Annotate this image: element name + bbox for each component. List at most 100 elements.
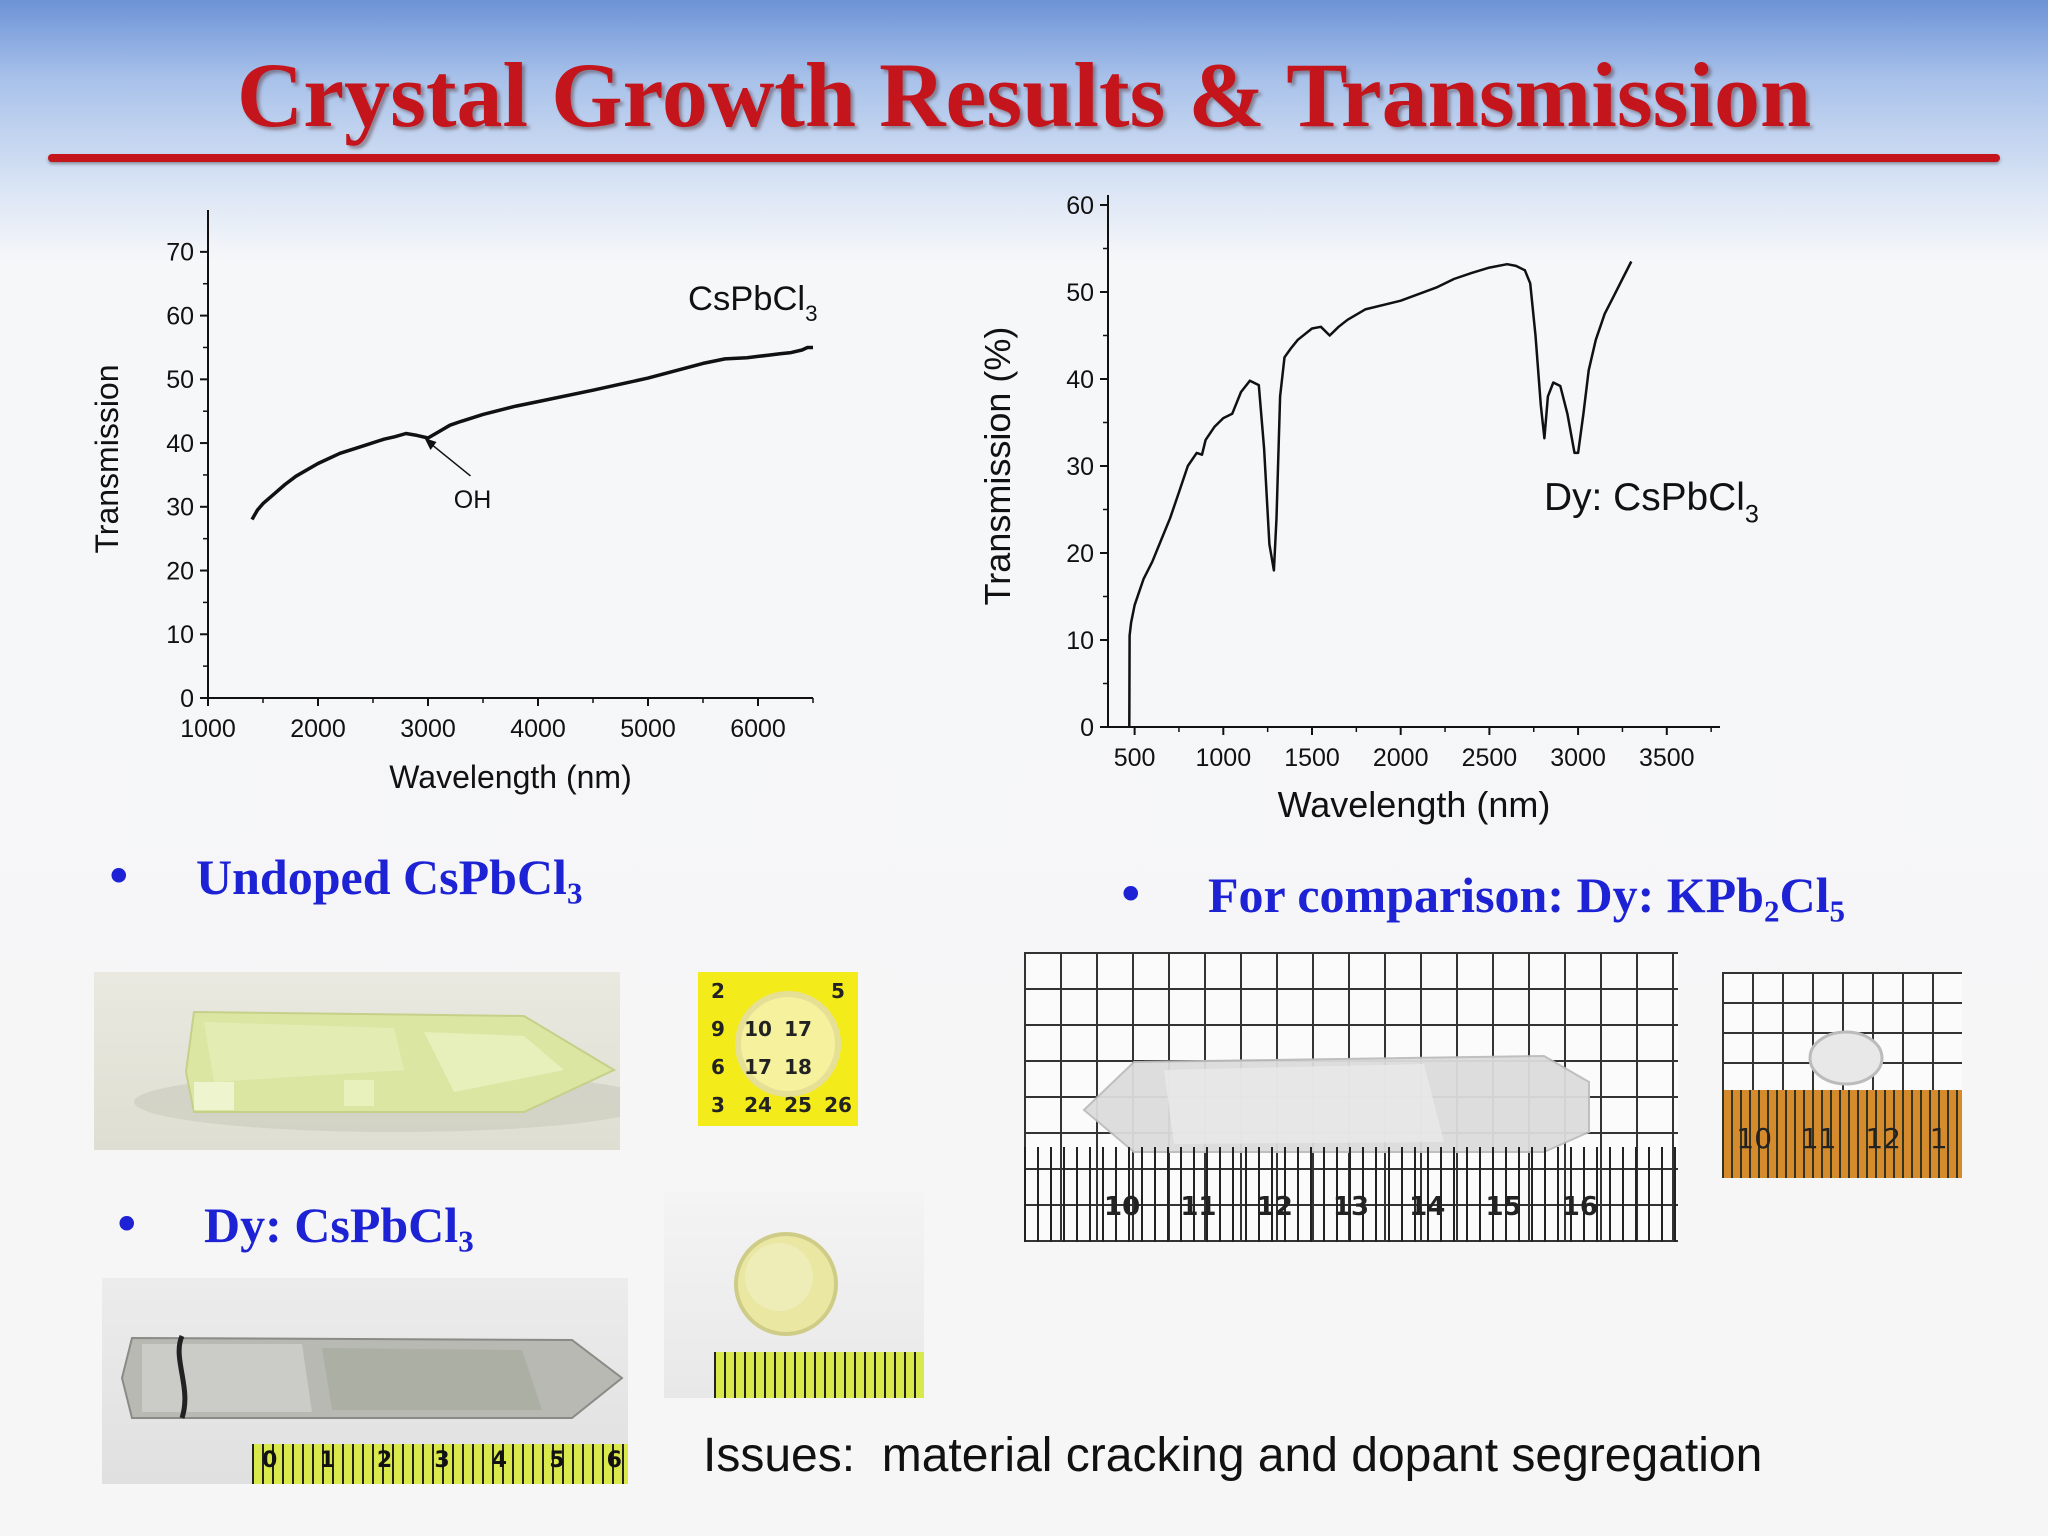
bullet-dy: • Dy: CsPbCl3 (112, 1196, 474, 1256)
grid-number: 6 (711, 1055, 725, 1079)
grid-number (818, 1010, 858, 1048)
x-tick-label: 1000 (180, 715, 236, 743)
grid-number (778, 972, 818, 1010)
grid-number: 17 (744, 1055, 772, 1079)
grid-number: 25 (784, 1093, 812, 1117)
bullet-dot: • (1116, 866, 1146, 924)
y-tick-label: 10 (1066, 627, 1094, 655)
issues-text: Issues: material cracking and dopant seg… (703, 1429, 1763, 1482)
y-tick-label: 30 (166, 494, 194, 522)
photo-dy-crystal: 0 1 2 3 4 5 6 (102, 1278, 628, 1484)
x-tick-label: 2000 (1373, 744, 1429, 772)
photo-kpb2cl5-crystal: 10 11 12 13 14 15 16 (1024, 952, 1678, 1242)
ruler-number: 4 (491, 1448, 508, 1473)
y-tick-label: 60 (1066, 192, 1094, 220)
ruler-number: 11 (1800, 1122, 1837, 1155)
y-tick-label: 70 (166, 239, 194, 267)
photo-undoped-crystal (94, 972, 620, 1150)
dy-disc-drawing (734, 1232, 838, 1336)
y-tick-label: 40 (1066, 366, 1094, 394)
bullet-undoped-text: Undoped CsPbCl (196, 849, 567, 905)
ruler-number: 12 (1256, 1192, 1293, 1222)
series-label-subscript: 3 (1745, 501, 1759, 529)
ruler-number: 2 (376, 1448, 393, 1473)
y-tick-label: 50 (166, 366, 194, 394)
grid-number: 9 (711, 1017, 725, 1041)
x-axis-label: Wavelength (nm) (389, 759, 631, 795)
series-label: Dy: CsPbCl3 (1544, 476, 1759, 529)
ruler-number: 16 (1561, 1192, 1598, 1222)
x-axis-label: Wavelength (nm) (1278, 784, 1551, 825)
grid-number: 17 (784, 1017, 812, 1041)
series-line (1128, 260, 1633, 728)
ruler-number: 10 (1736, 1122, 1773, 1155)
bullet-comparison-sub2: 5 (1829, 893, 1845, 929)
ruler-number: 5 (549, 1448, 565, 1473)
y-axis-label: Transmission (89, 364, 125, 553)
ruler-number: 15 (1485, 1192, 1522, 1222)
y-tick-label: 10 (166, 621, 194, 649)
x-tick-label: 3000 (400, 715, 456, 743)
ruler-number: 12 (1865, 1122, 1901, 1155)
grid-number: 24 (744, 1093, 772, 1117)
bullet-comparison-sub: 2 (1763, 893, 1780, 929)
grid-number (818, 1048, 858, 1086)
annotation-label: OH (454, 486, 492, 514)
x-tick-label: 4000 (510, 715, 566, 743)
x-tick-label: 3500 (1639, 744, 1695, 772)
y-tick-label: 20 (1066, 540, 1094, 568)
x-tick-label: 5000 (620, 715, 676, 743)
y-tick-label: 20 (166, 557, 194, 585)
bullet-dot: • (112, 1196, 142, 1254)
x-tick-label: 500 (1114, 744, 1156, 772)
x-tick-label: 1500 (1284, 744, 1340, 772)
series-label: CsPbCl3 (688, 280, 818, 326)
kpb-crystal-drawing (1082, 1054, 1590, 1153)
chart-undoped-transmission: 0 10 20 30 40 50 60 70 1000 2000 3000 4000 5000 6000 W… (89, 210, 818, 795)
title-underline (48, 154, 2000, 162)
bullet-undoped: • Undoped CsPbCl3 (104, 848, 582, 908)
grid-number: 3 (711, 1093, 725, 1117)
bullet-undoped-sub: 3 (566, 875, 583, 911)
x-tick-label: 3000 (1550, 744, 1606, 772)
y-axis-label: Transmission (%) (977, 327, 1018, 606)
series-label-subscript: 3 (805, 301, 817, 326)
ruler-number: 0 (262, 1448, 278, 1473)
grid-number: 18 (784, 1055, 812, 1079)
bullet-dot: • (104, 848, 134, 906)
bullet-dy-sub: 3 (458, 1223, 474, 1259)
disc-drawing (735, 991, 841, 1097)
bullet-dy-text: Dy: CsPbCl (204, 1197, 459, 1253)
grid-number (738, 972, 778, 1010)
y-tick-label: 0 (1080, 714, 1094, 742)
ruler-number: 10 (1104, 1192, 1141, 1222)
ruler-number: 3 (434, 1448, 450, 1473)
grid-number: 5 (831, 979, 845, 1003)
y-tick-label: 50 (1066, 279, 1094, 307)
ruler-number: 14 (1409, 1192, 1446, 1222)
bullet-comparison-text: For comparison: Dy: KPb (1208, 867, 1764, 923)
grid-number: 26 (824, 1093, 852, 1117)
x-tick-label: 2000 (290, 715, 346, 743)
grid-number: 10 (744, 1017, 772, 1041)
x-tick-label: 6000 (730, 715, 786, 743)
crystal-drawing (134, 1010, 620, 1132)
dy-crystal-drawing (120, 1334, 624, 1419)
bullet-comparison-text2: Cl (1779, 867, 1830, 923)
annotation-arrow (428, 441, 471, 477)
y-tick-label: 30 (1066, 453, 1094, 481)
ruler-number: 13 (1332, 1192, 1370, 1222)
ruler-number: 6 (606, 1448, 622, 1473)
page-title: Crystal Growth Results & Transmission (236, 44, 1812, 146)
x-tick-label: 2500 (1462, 744, 1518, 772)
photo-dy-disc (664, 1192, 924, 1398)
ruler-number: 1 (1929, 1122, 1948, 1155)
series-line (250, 345, 813, 521)
bullet-comparison: • For comparison: Dy: KPb2Cl5 (1116, 866, 1845, 926)
grid-number: 2 (711, 979, 725, 1003)
photo-kpb2cl5-disc: 10 11 12 1 (1722, 972, 1962, 1178)
y-tick-label: 60 (166, 302, 194, 330)
ruler-number: 1 (319, 1448, 335, 1473)
y-tick-label: 40 (166, 430, 194, 458)
ruler-number: 11 (1180, 1192, 1217, 1222)
